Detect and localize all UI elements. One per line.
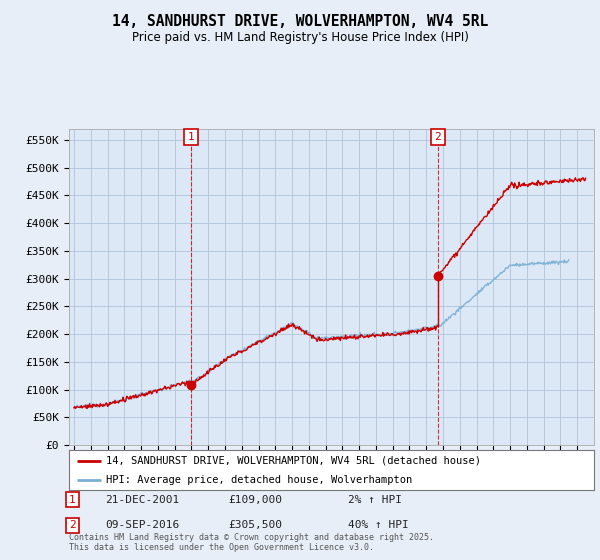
Text: 1: 1 [188,132,194,142]
Text: £109,000: £109,000 [228,494,282,505]
Text: Contains HM Land Registry data © Crown copyright and database right 2025.
This d: Contains HM Land Registry data © Crown c… [69,533,434,552]
Text: HPI: Average price, detached house, Wolverhampton: HPI: Average price, detached house, Wolv… [106,475,412,485]
Text: 09-SEP-2016: 09-SEP-2016 [105,520,179,530]
Text: 2% ↑ HPI: 2% ↑ HPI [348,494,402,505]
Text: 14, SANDHURST DRIVE, WOLVERHAMPTON, WV4 5RL (detached house): 14, SANDHURST DRIVE, WOLVERHAMPTON, WV4 … [106,456,481,465]
Text: 1: 1 [69,494,76,505]
Text: 40% ↑ HPI: 40% ↑ HPI [348,520,409,530]
Text: 21-DEC-2001: 21-DEC-2001 [105,494,179,505]
Text: 2: 2 [434,132,441,142]
Text: £305,500: £305,500 [228,520,282,530]
Text: 14, SANDHURST DRIVE, WOLVERHAMPTON, WV4 5RL: 14, SANDHURST DRIVE, WOLVERHAMPTON, WV4 … [112,14,488,29]
Text: 2: 2 [69,520,76,530]
Text: Price paid vs. HM Land Registry's House Price Index (HPI): Price paid vs. HM Land Registry's House … [131,31,469,44]
